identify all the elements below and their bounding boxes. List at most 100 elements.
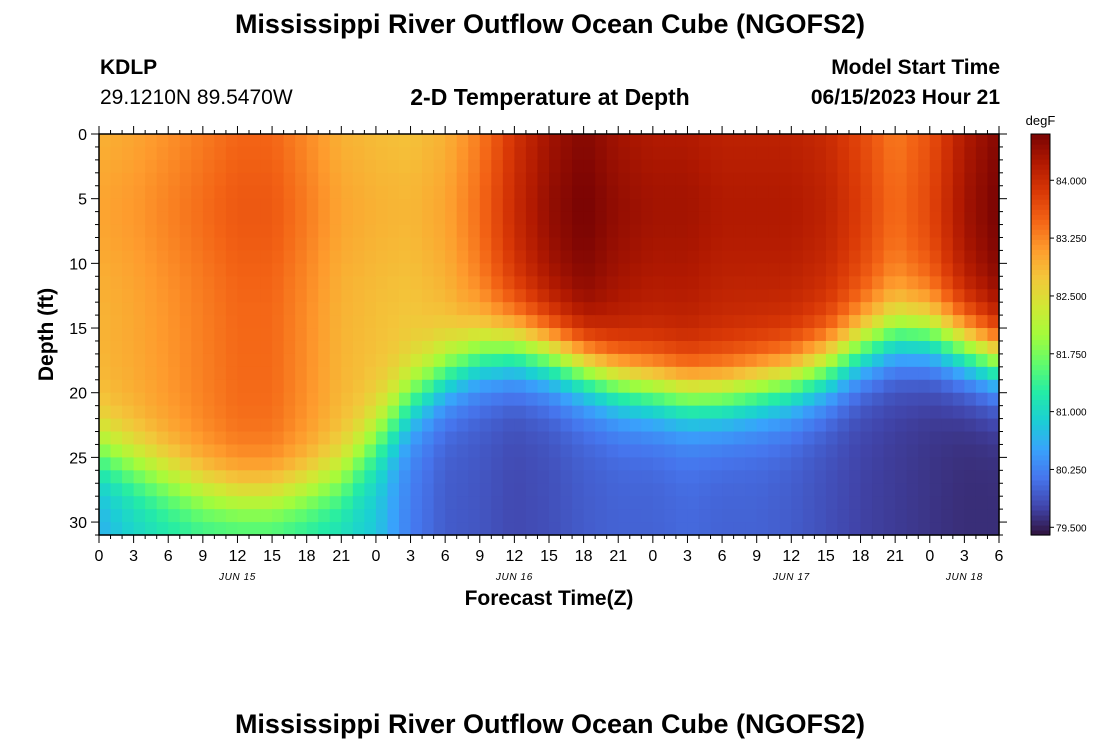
heatmap-cell [699, 289, 712, 303]
heatmap-cell [549, 366, 562, 381]
heatmap-cell [445, 237, 458, 252]
heatmap-cell [595, 198, 608, 213]
heatmap-cell [722, 431, 735, 446]
heatmap-cell [525, 172, 539, 187]
heatmap-cell [110, 237, 123, 252]
heatmap-cell [952, 289, 965, 303]
heatmap-cell [433, 185, 446, 200]
heatmap-cell [537, 276, 550, 290]
heatmap-cell [341, 405, 354, 420]
heatmap-cell [722, 224, 735, 239]
heatmap-cell [260, 159, 273, 174]
heatmap-cell [306, 276, 319, 290]
heatmap-cell [883, 224, 896, 239]
colorbar-segment [1031, 174, 1050, 180]
heatmap-cell [814, 302, 827, 316]
heatmap-cell [814, 289, 827, 303]
heatmap-cell [837, 444, 850, 458]
heatmap-cell [341, 159, 354, 174]
heatmap-cell [502, 483, 515, 497]
heatmap-cell [225, 366, 239, 381]
heatmap-cell [456, 509, 469, 523]
heatmap-cell [237, 366, 250, 381]
heatmap-cell [629, 146, 642, 161]
heatmap-cell [872, 405, 885, 420]
heatmap-cell [387, 353, 400, 368]
heatmap-cell [537, 289, 550, 303]
heatmap-cell [133, 146, 146, 161]
heatmap-cell [952, 340, 965, 355]
heatmap-cell [895, 431, 908, 446]
heatmap-cell [987, 405, 1000, 420]
heatmap-cell [214, 340, 227, 355]
heatmap-cell [987, 315, 1000, 329]
heatmap-cell [675, 263, 689, 277]
heatmap-cell [318, 146, 331, 161]
heatmap-cell [491, 483, 504, 497]
heatmap-cell [872, 185, 885, 200]
heatmap-cell [652, 366, 665, 381]
heatmap-cell [410, 134, 423, 148]
heatmap-cell [329, 289, 342, 303]
heatmap-cell [514, 237, 527, 252]
heatmap-cell [410, 509, 423, 523]
heatmap-cell [225, 198, 239, 213]
heatmap-cell [237, 483, 250, 497]
colorbar-segment [1031, 379, 1050, 386]
heatmap-cell [352, 379, 365, 394]
heatmap-cell [214, 172, 227, 187]
heatmap-cell [341, 431, 354, 446]
heatmap-cell [860, 289, 873, 303]
heatmap-cell [272, 522, 285, 536]
heatmap-cell [629, 340, 642, 355]
heatmap-cell [156, 185, 169, 200]
heatmap-cell [525, 483, 539, 497]
heatmap-cell [145, 172, 158, 187]
heatmap-cell [295, 483, 308, 497]
heatmap-cell [860, 496, 873, 510]
heatmap-cell [410, 483, 423, 497]
heatmap-cell [675, 470, 689, 484]
heatmap-cell [664, 159, 677, 174]
heatmap-cell [652, 146, 665, 161]
heatmap-cell [906, 470, 919, 484]
heatmap-cell [329, 172, 342, 187]
heatmap-cell [549, 405, 562, 420]
heatmap-cell [422, 237, 435, 252]
heatmap-cell [295, 353, 308, 368]
colorbar-segment [1031, 269, 1050, 275]
heatmap-cell [618, 198, 631, 213]
heatmap-cell [779, 379, 792, 394]
heatmap-cell [283, 496, 296, 510]
heatmap-cell [318, 198, 331, 213]
heatmap-cell [860, 340, 873, 355]
colorbar-segment [1031, 474, 1050, 481]
heatmap-cell [283, 418, 296, 433]
heatmap-cell [329, 250, 342, 264]
x-tick-label: 15 [817, 548, 835, 565]
heatmap-cell [699, 302, 712, 316]
heatmap-cell [491, 340, 504, 355]
heatmap-cell [872, 211, 885, 226]
heatmap-cell [825, 237, 839, 252]
heatmap-cell [745, 211, 758, 226]
heatmap-cell [883, 483, 896, 497]
heatmap-cell [191, 457, 204, 471]
heatmap-cell [883, 328, 896, 342]
heatmap-cell [110, 146, 123, 161]
heatmap-cell [699, 172, 712, 187]
heatmap-cell [929, 392, 942, 407]
heatmap-cell [883, 198, 896, 213]
colorbar-segment [1031, 454, 1050, 461]
heatmap-cell [975, 522, 989, 536]
heatmap-cell [145, 237, 158, 252]
heatmap-cell [918, 211, 931, 226]
heatmap-cell [572, 418, 585, 433]
x-tick-label: 0 [371, 548, 380, 565]
x-axis-label: Forecast Time(Z) [465, 587, 634, 610]
heatmap-cell [987, 366, 1000, 381]
heatmap-cell [768, 470, 781, 484]
heatmap-cell [399, 405, 412, 420]
heatmap-cell [733, 328, 746, 342]
heatmap-cell [595, 444, 608, 458]
